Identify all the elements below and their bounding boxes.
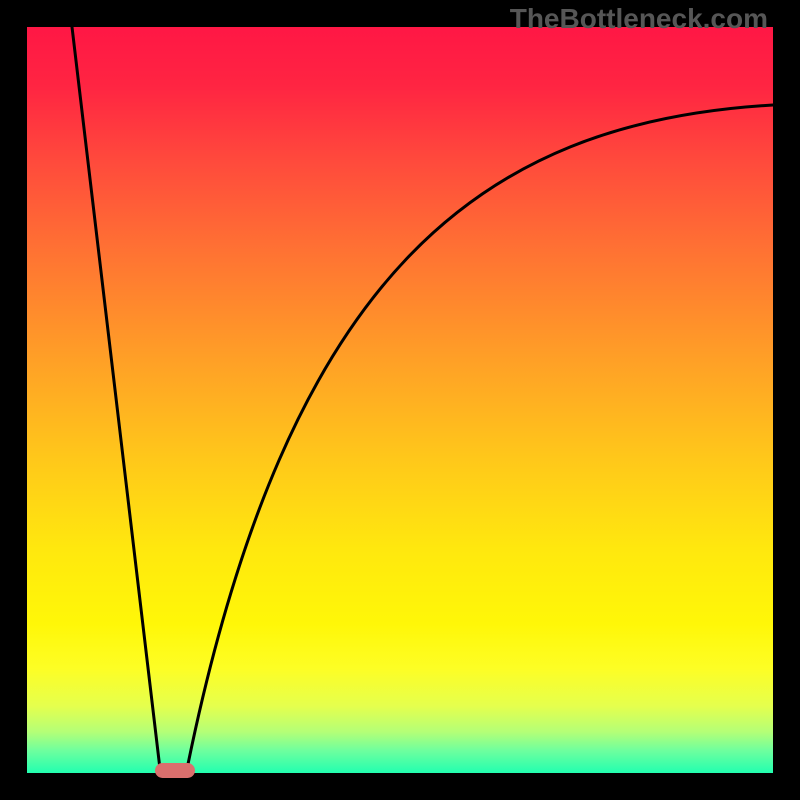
bottleneck-curve <box>27 27 773 773</box>
plot-area <box>27 27 773 773</box>
chart-frame: TheBottleneck.com <box>0 0 800 800</box>
optimal-point-marker <box>155 763 195 778</box>
watermark-text: TheBottleneck.com <box>510 3 768 35</box>
